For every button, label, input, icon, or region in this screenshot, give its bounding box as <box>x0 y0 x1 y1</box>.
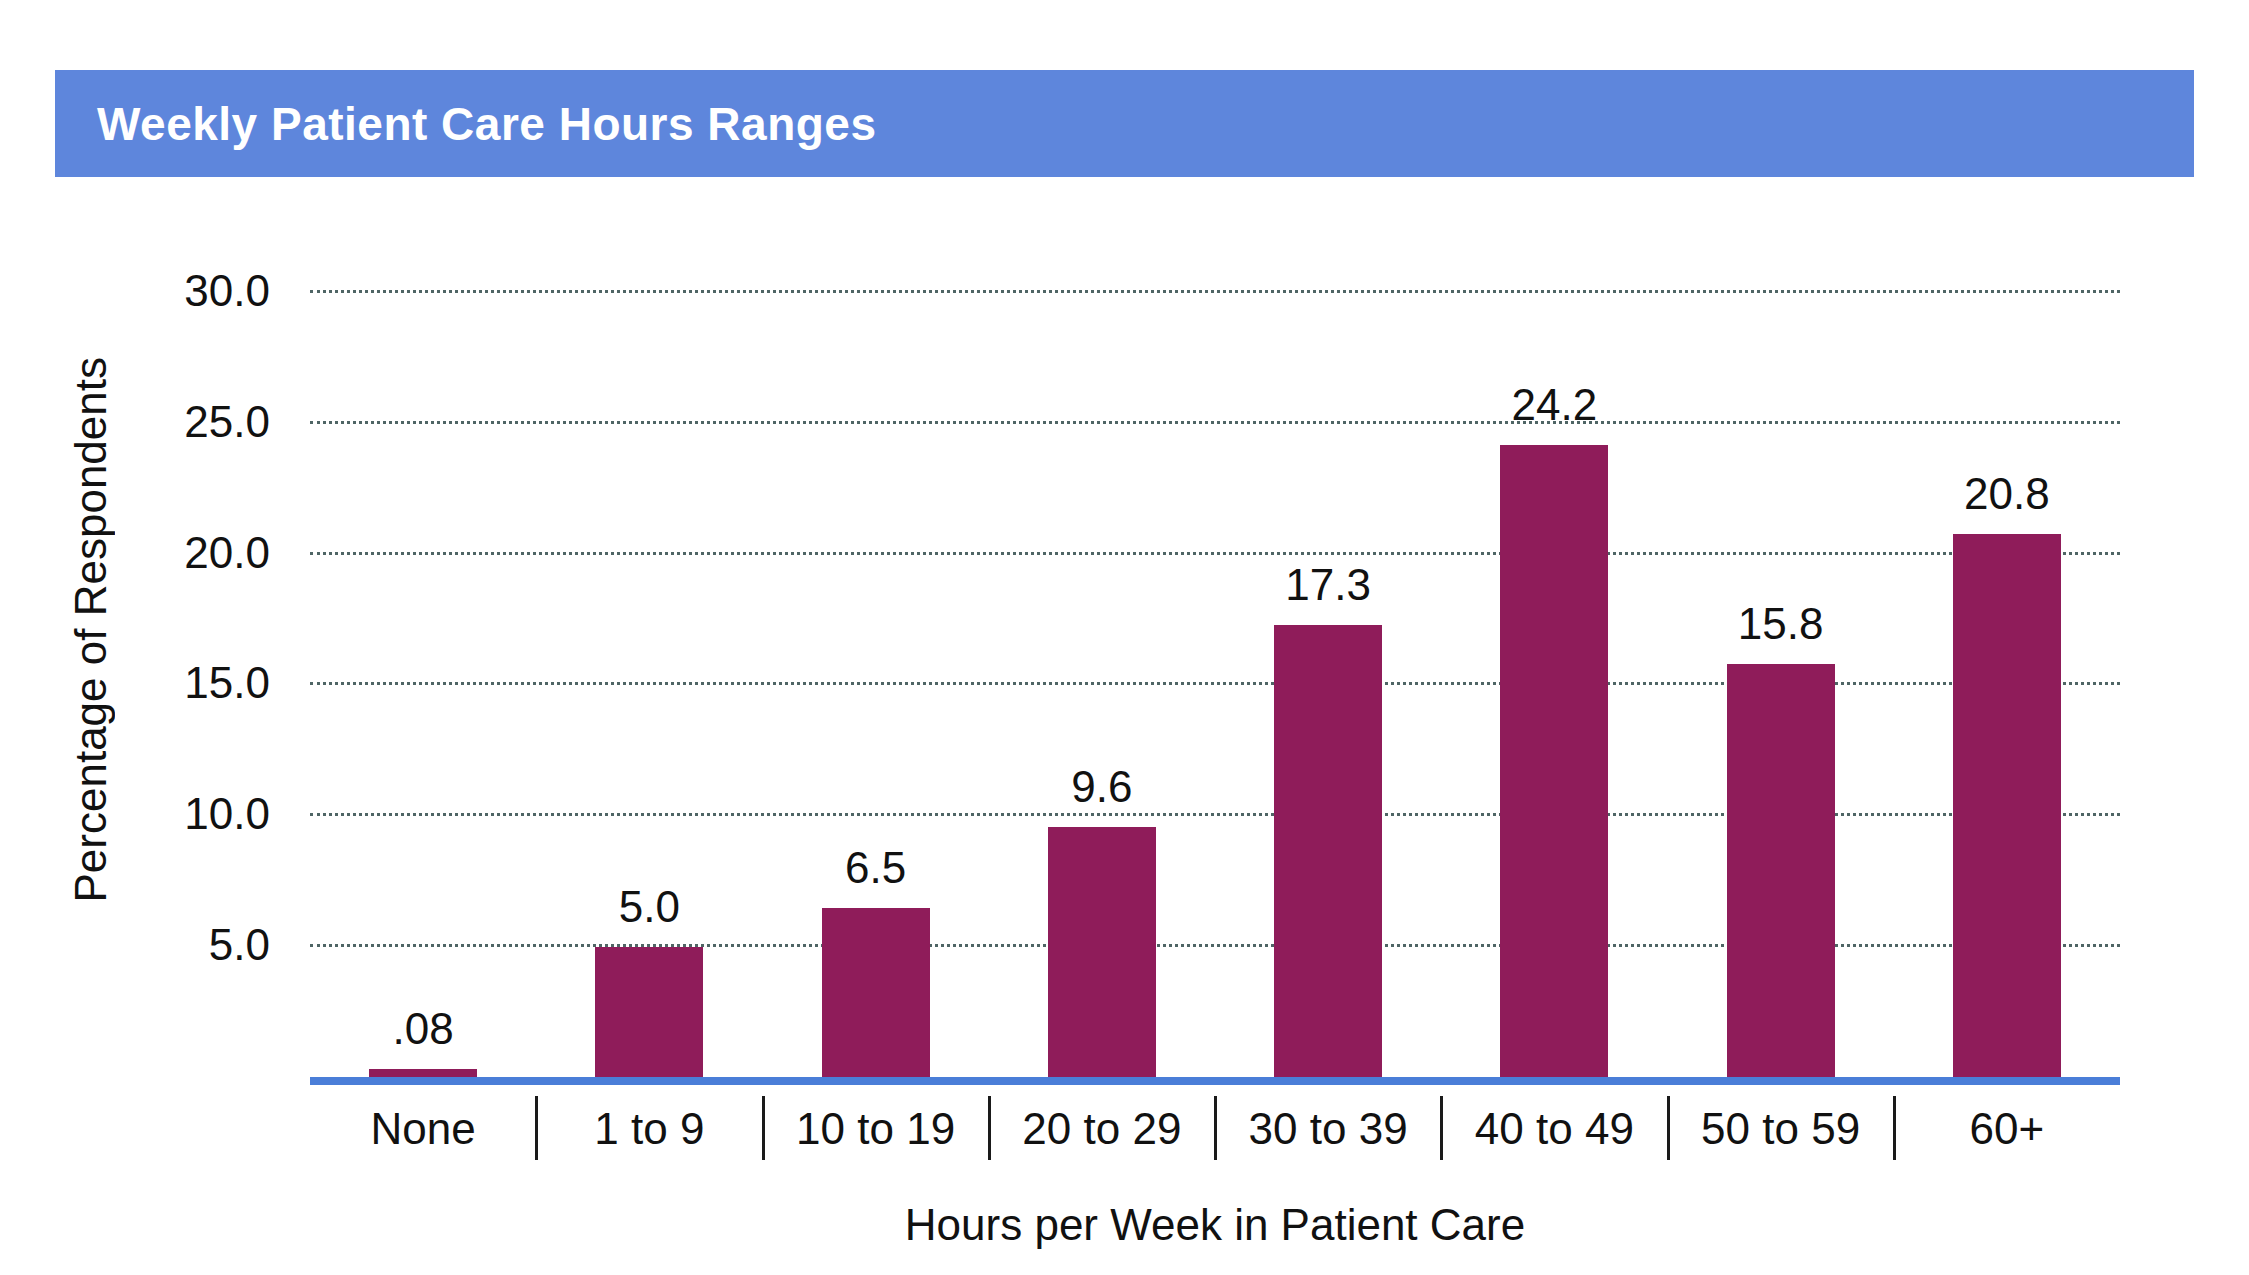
bar-value-label: 24.2 <box>1441 383 1667 427</box>
x-category-label: None <box>310 1097 536 1161</box>
bar-value-label: 6.5 <box>763 846 989 890</box>
x-category-label: 40 to 49 <box>1441 1097 1667 1161</box>
x-category-label: 20 to 29 <box>989 1097 1215 1161</box>
bar-value-label: 5.0 <box>536 885 762 929</box>
bar-value-label: 20.8 <box>1894 472 2120 516</box>
bar <box>1953 534 2061 1078</box>
x-axis-category-labels: None1 to 910 to 1920 to 2930 to 3940 to … <box>310 1097 2120 1161</box>
x-axis-line <box>310 1077 2120 1085</box>
bar <box>1500 445 1608 1078</box>
plot-area: .08 5.06.59.6 17.3 24.2 15.8 20.8 <box>310 230 2120 1078</box>
x-category-label: 1 to 9 <box>536 1097 762 1161</box>
y-tick-label: 30.0 <box>120 269 270 313</box>
bar <box>822 908 930 1078</box>
bar-column-60+: 20.8 <box>1894 230 2120 1078</box>
bar-value-label: 17.3 <box>1215 563 1441 607</box>
bar <box>1048 827 1156 1078</box>
bars: .08 5.06.59.6 17.3 24.2 15.8 20.8 <box>310 230 2120 1078</box>
y-tick-label: 20.0 <box>120 531 270 575</box>
y-tick-label: 10.0 <box>120 792 270 836</box>
x-category-label: 60+ <box>1894 1097 2120 1161</box>
x-category-label: 50 to 59 <box>1668 1097 1894 1161</box>
y-axis-tick-labels: 30.0 25.0 20.0 15.0 10.0 5.0 <box>120 230 270 1078</box>
bar-column-30 to 39: 17.3 <box>1215 230 1441 1078</box>
y-tick-label: 25.0 <box>120 400 270 444</box>
y-tick-label: 15.0 <box>120 661 270 705</box>
bar <box>1274 625 1382 1078</box>
bar-value-label: 15.8 <box>1668 602 1894 646</box>
bar-chart: Percentage of Respondents 30.0 25.0 20.0 15… <box>0 177 2249 1275</box>
bar-column-20 to 29: 9.6 <box>989 230 1215 1078</box>
bar <box>595 947 703 1078</box>
bar-value-label: 9.6 <box>989 765 1215 809</box>
y-axis-title: Percentage of Respondents <box>58 380 124 880</box>
bar-column-40 to 49: 24.2 <box>1441 230 1667 1078</box>
y-tick-label: 5.0 <box>120 923 270 967</box>
bar-column-None: .08 <box>310 230 536 1078</box>
bar-column-50 to 59: 15.8 <box>1668 230 1894 1078</box>
chart-title-bar: Weekly Patient Care Hours Ranges <box>55 70 2194 177</box>
x-category-label: 10 to 19 <box>763 1097 989 1161</box>
bar <box>1727 664 1835 1078</box>
chart-title: Weekly Patient Care Hours Ranges <box>55 97 877 151</box>
bar-column-1 to 9: 5.0 <box>536 230 762 1078</box>
x-category-label: 30 to 39 <box>1215 1097 1441 1161</box>
x-axis-title: Hours per Week in Patient Care <box>310 1200 2120 1250</box>
bar-column-10 to 19: 6.5 <box>763 230 989 1078</box>
bar-value-label: .08 <box>310 1007 536 1051</box>
